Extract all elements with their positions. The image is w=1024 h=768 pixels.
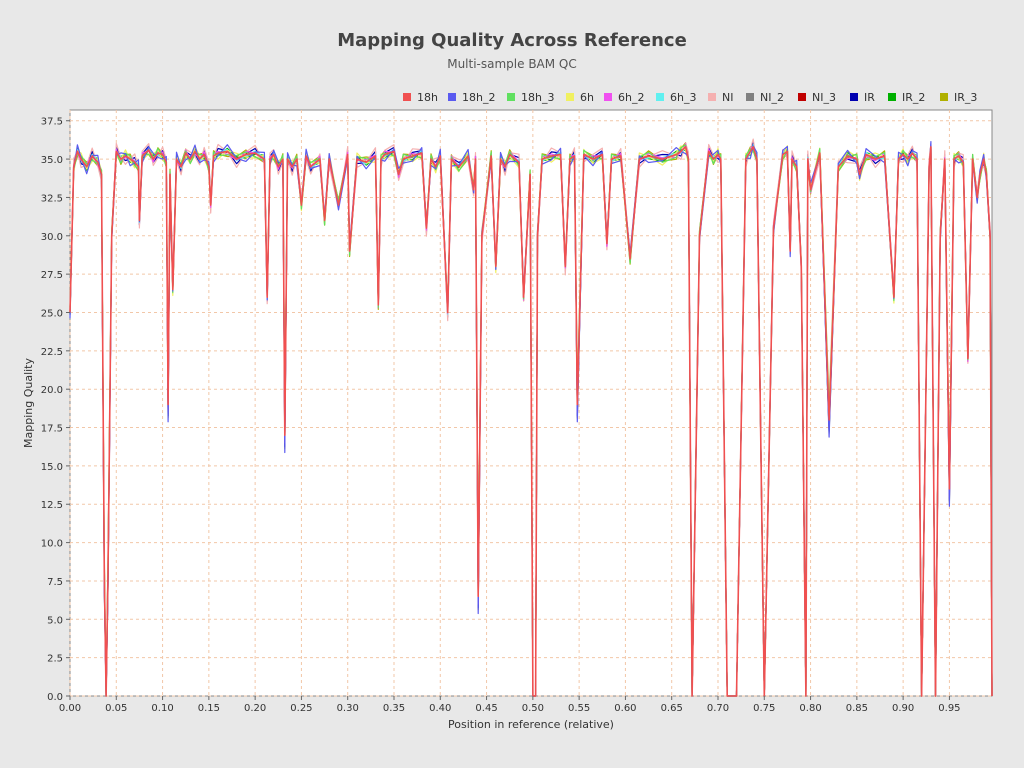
y-tick-label: 32.5 bbox=[41, 193, 63, 204]
legend-swatch bbox=[656, 93, 664, 101]
legend-label: 18h_2 bbox=[462, 91, 495, 104]
legend-swatch bbox=[708, 93, 716, 101]
x-tick-label: 0.15 bbox=[198, 703, 220, 714]
y-tick-label: 10.0 bbox=[41, 539, 63, 550]
legend-label: 6h_3 bbox=[670, 91, 696, 104]
legend-label: 6h_2 bbox=[618, 91, 644, 104]
y-tick-label: 35.0 bbox=[41, 155, 63, 166]
legend-swatch bbox=[448, 93, 456, 101]
x-tick-label: 0.40 bbox=[429, 703, 451, 714]
y-tick-label: 20.0 bbox=[41, 385, 63, 396]
y-tick-label: 30.0 bbox=[41, 232, 63, 243]
legend: 18h 18h_2 18h_3 6h 6h_2 6h_3 NI NI_2 NI_3 IR IR_2 I… bbox=[403, 91, 977, 104]
legend-label: NI_2 bbox=[760, 91, 784, 104]
legend-swatch bbox=[888, 93, 896, 101]
y-tick-label: 2.5 bbox=[47, 654, 63, 665]
x-tick-label: 0.35 bbox=[383, 703, 405, 714]
y-tick-label: 15.0 bbox=[41, 462, 63, 473]
y-tick-label: 17.5 bbox=[41, 424, 63, 435]
x-tick-label: 0.85 bbox=[846, 703, 868, 714]
x-tick-label: 0.75 bbox=[753, 703, 775, 714]
x-tick-label: 0.65 bbox=[661, 703, 683, 714]
x-tick-label: 0.25 bbox=[290, 703, 312, 714]
legend-label: IR_3 bbox=[954, 91, 977, 104]
x-tick-label: 0.05 bbox=[105, 703, 127, 714]
x-tick-label: 0.10 bbox=[151, 703, 173, 714]
series-lines bbox=[69, 138, 993, 697]
x-tick-label: 0.70 bbox=[707, 703, 729, 714]
y-tick-label: 5.0 bbox=[47, 615, 63, 626]
x-tick-label: 0.00 bbox=[59, 703, 81, 714]
x-tick-label: 0.55 bbox=[568, 703, 590, 714]
y-tick-label: 27.5 bbox=[41, 270, 63, 281]
y-tick-label: 0.0 bbox=[47, 692, 63, 703]
chart-subtitle: Multi-sample BAM QC bbox=[447, 57, 577, 71]
legend-label: NI_3 bbox=[812, 91, 836, 104]
x-tick-label: 0.45 bbox=[475, 703, 497, 714]
series-line-18h bbox=[69, 146, 993, 697]
x-tick-label: 0.95 bbox=[938, 703, 960, 714]
x-tick-label: 0.20 bbox=[244, 703, 266, 714]
legend-label: IR_2 bbox=[902, 91, 925, 104]
y-tick-label: 37.5 bbox=[41, 117, 63, 128]
x-tick-label: 0.30 bbox=[337, 703, 359, 714]
y-axis-label: Mapping Quality bbox=[22, 358, 35, 448]
legend-swatch bbox=[746, 93, 754, 101]
legend-label: 6h bbox=[580, 91, 594, 104]
legend-swatch bbox=[940, 93, 948, 101]
legend-label: NI bbox=[722, 91, 733, 104]
legend-label: 18h_3 bbox=[521, 91, 554, 104]
chart-title: Mapping Quality Across Reference bbox=[337, 30, 687, 51]
legend-swatch bbox=[403, 93, 411, 101]
legend-swatch bbox=[850, 93, 858, 101]
legend-swatch bbox=[604, 93, 612, 101]
x-axis-label: Position in reference (relative) bbox=[448, 718, 614, 731]
legend-label: 18h bbox=[417, 91, 438, 104]
legend-swatch bbox=[798, 93, 806, 101]
legend-label: IR bbox=[864, 91, 875, 104]
x-tick-label: 0.80 bbox=[799, 703, 821, 714]
x-tick-label: 0.50 bbox=[522, 703, 544, 714]
axes: 0.0 2.5 5.0 7.5 10.0 12.5 15.0 17.5 20.0 22.5 25.0… bbox=[41, 117, 961, 714]
series-line-6h bbox=[69, 145, 993, 697]
series-line-18h_2 bbox=[69, 141, 993, 697]
x-tick-label: 0.60 bbox=[614, 703, 636, 714]
y-tick-label: 25.0 bbox=[41, 308, 63, 319]
y-tick-label: 7.5 bbox=[47, 577, 63, 588]
y-tick-label: 12.5 bbox=[41, 500, 63, 511]
legend-swatch bbox=[566, 93, 574, 101]
grid-lines bbox=[69, 110, 992, 697]
x-tick-label: 0.90 bbox=[892, 703, 914, 714]
y-tick-label: 22.5 bbox=[41, 347, 63, 358]
legend-swatch bbox=[507, 93, 515, 101]
